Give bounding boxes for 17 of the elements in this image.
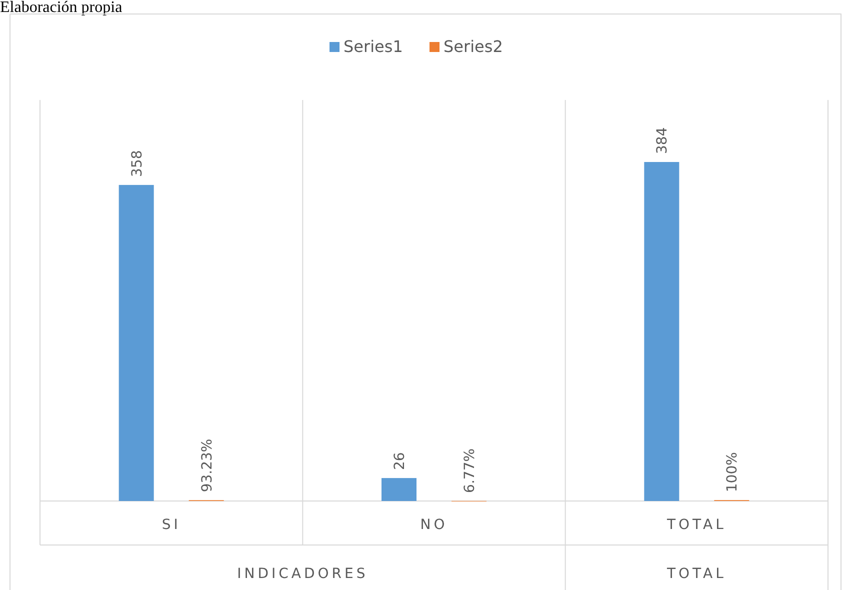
bar bbox=[382, 478, 416, 501]
text: Elaboración propia bbox=[0, 0, 122, 16]
x-tick-label: TOTAL bbox=[666, 517, 726, 533]
legend-label: Series1 bbox=[344, 37, 403, 56]
bar bbox=[644, 162, 680, 501]
data-label: 384 bbox=[654, 127, 671, 154]
legend-label: Series2 bbox=[444, 37, 503, 56]
data-label: 93.23% bbox=[199, 438, 216, 492]
x-tick-label: NO bbox=[420, 517, 448, 533]
data-label: 6.77% bbox=[462, 448, 478, 493]
text: INDICADORES bbox=[237, 566, 368, 582]
bar bbox=[118, 184, 154, 501]
data-label: 100% bbox=[724, 452, 741, 492]
data-label: 358 bbox=[129, 150, 146, 177]
text: TOTAL bbox=[666, 566, 726, 582]
data-label: 26 bbox=[392, 452, 408, 470]
x-tick-label: SI bbox=[162, 517, 181, 533]
